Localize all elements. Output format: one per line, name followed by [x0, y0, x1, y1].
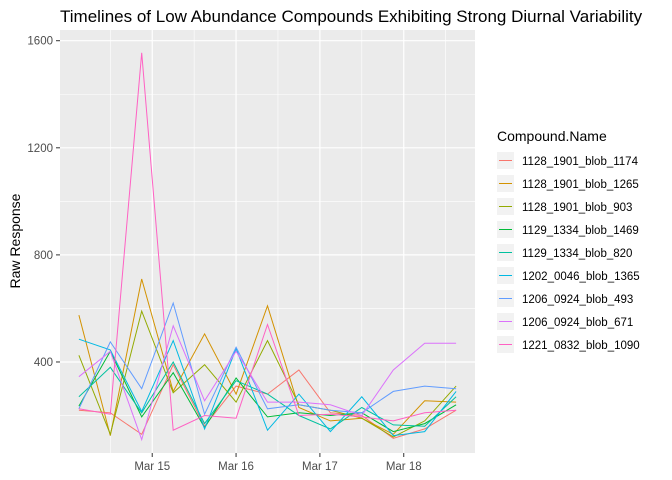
major-gridlines — [60, 30, 475, 453]
series-line — [78, 338, 457, 437]
legend-label: 1128_1901_blob_1265 — [522, 179, 639, 191]
y-tick-label: 800 — [34, 250, 53, 262]
legend-label: 1202_0046_blob_1365 — [522, 271, 640, 283]
y-axis-title: Raw Response — [7, 193, 23, 288]
legend-title: Compound.Name — [497, 128, 607, 144]
legend-label: 1129_1334_blob_820 — [522, 248, 632, 260]
x-tick-label: Mar 18 — [386, 461, 422, 473]
series-line — [78, 309, 457, 438]
legend-label: 1221_0832_blob_1090 — [522, 340, 640, 352]
chart-title: Timelines of Low Abundance Compounds Exh… — [60, 7, 643, 26]
x-tick-label: Mar 15 — [134, 461, 170, 473]
series-line — [78, 301, 457, 416]
legend: Compound.Name 1128_1901_blob_1174 1128_19… — [497, 128, 640, 353]
x-axis: Mar 15 Mar 16 Mar 17 Mar 18 — [134, 453, 422, 473]
plot-panel — [60, 30, 475, 453]
x-tick-label: Mar 17 — [302, 461, 338, 473]
x-tick-label: Mar 16 — [218, 461, 254, 473]
legend-label: 1129_1334_blob_1469 — [522, 225, 639, 237]
legend-label: 1128_1901_blob_903 — [522, 202, 632, 214]
series-lines — [78, 52, 457, 442]
legend-label: 1128_1901_blob_1174 — [522, 156, 639, 168]
series-line — [78, 52, 457, 431]
series-line — [78, 278, 457, 436]
series-line — [78, 360, 457, 430]
legend-label: 1206_0924_blob_671 — [522, 317, 633, 329]
y-tick-label: 1600 — [27, 36, 53, 48]
legend-label: 1206_0924_blob_493 — [522, 294, 633, 306]
y-tick-label: 1200 — [27, 143, 53, 155]
y-axis: 400 800 1200 1600 — [27, 36, 60, 369]
series-line — [78, 324, 457, 442]
series-line — [78, 350, 457, 433]
y-tick-label: 400 — [34, 357, 53, 369]
